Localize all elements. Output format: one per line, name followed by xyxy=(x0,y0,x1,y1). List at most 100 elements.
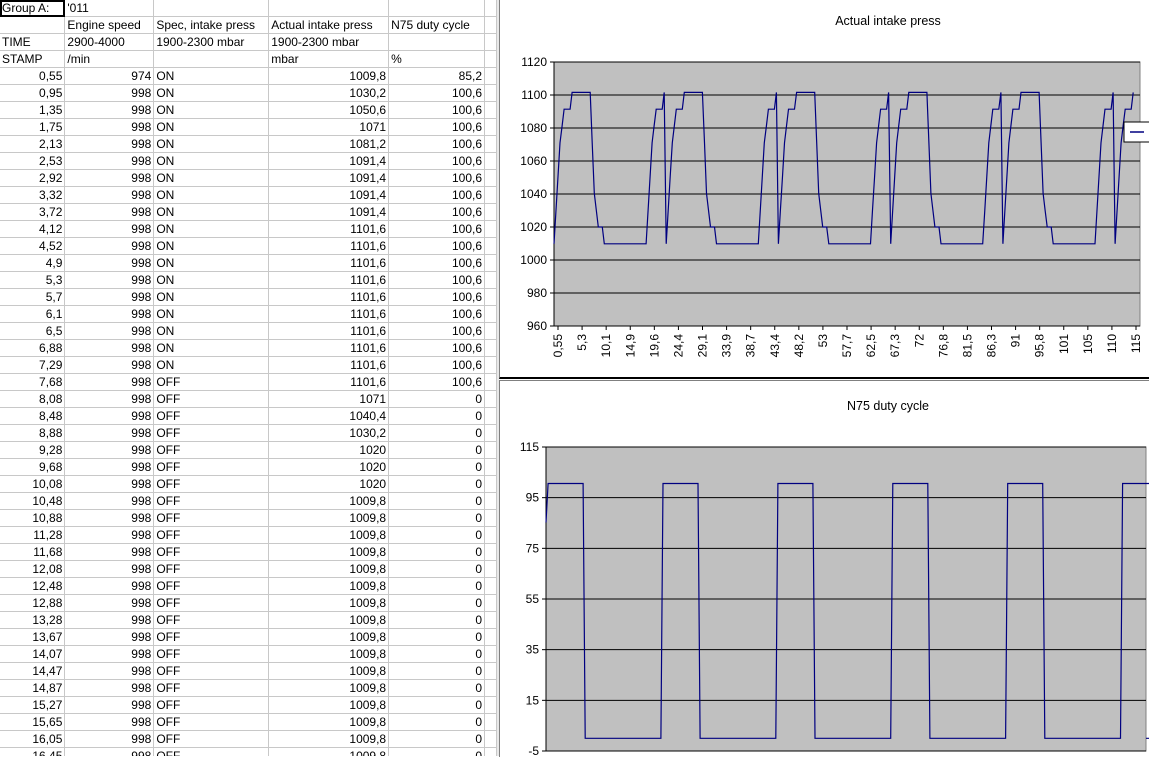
table-cell[interactable]: 13,28 xyxy=(0,611,66,629)
table-cell[interactable]: ON xyxy=(153,237,270,255)
table-cell[interactable]: 1040,4 xyxy=(268,407,390,425)
table-cell[interactable]: 100,6 xyxy=(388,135,486,153)
table-cell[interactable]: 1101,6 xyxy=(268,220,390,238)
table-cell[interactable]: 0 xyxy=(388,526,486,544)
table-cell[interactable]: OFF xyxy=(153,713,270,731)
table-cell[interactable]: 1009,8 xyxy=(268,492,390,510)
table-cell[interactable] xyxy=(484,67,497,85)
table-cell[interactable] xyxy=(484,509,497,527)
table-cell[interactable]: OFF xyxy=(153,509,270,527)
table-cell[interactable]: OFF xyxy=(153,373,270,391)
table-cell[interactable]: 1020 xyxy=(268,475,390,493)
table-cell[interactable]: 998 xyxy=(64,305,155,323)
table-cell[interactable]: OFF xyxy=(153,526,270,544)
table-cell[interactable]: ON xyxy=(153,67,270,85)
table-cell[interactable]: 6,5 xyxy=(0,322,66,340)
table-cell[interactable]: 4,52 xyxy=(0,237,66,255)
header-cell[interactable]: % xyxy=(388,50,486,68)
table-cell[interactable]: 100,6 xyxy=(388,101,486,119)
table-cell[interactable] xyxy=(484,84,497,102)
table-cell[interactable]: 0 xyxy=(388,713,486,731)
table-cell[interactable] xyxy=(484,152,497,170)
table-cell[interactable]: 998 xyxy=(64,645,155,663)
table-cell[interactable]: 998 xyxy=(64,747,155,756)
table-cell[interactable]: 998 xyxy=(64,322,155,340)
header-cell[interactable] xyxy=(484,33,497,51)
table-cell[interactable]: ON xyxy=(153,135,270,153)
table-cell[interactable]: ON xyxy=(153,220,270,238)
table-cell[interactable]: 998 xyxy=(64,373,155,391)
table-cell[interactable]: 8,48 xyxy=(0,407,66,425)
table-cell[interactable]: 100,6 xyxy=(388,118,486,136)
header-cell[interactable] xyxy=(484,16,497,34)
table-cell[interactable]: 6,88 xyxy=(0,339,66,357)
table-cell[interactable] xyxy=(484,407,497,425)
table-cell[interactable]: 3,32 xyxy=(0,186,66,204)
table-cell[interactable]: 0 xyxy=(388,645,486,663)
table-cell[interactable]: 12,08 xyxy=(0,560,66,578)
table-cell[interactable]: 0 xyxy=(388,611,486,629)
table-cell[interactable]: 998 xyxy=(64,475,155,493)
table-cell[interactable]: 1091,4 xyxy=(268,169,390,187)
table-cell[interactable] xyxy=(484,339,497,357)
table-cell[interactable]: 998 xyxy=(64,628,155,646)
table-cell[interactable]: 0 xyxy=(388,543,486,561)
table-cell[interactable]: ON xyxy=(153,322,270,340)
table-cell[interactable]: OFF xyxy=(153,475,270,493)
table-cell[interactable]: 14,47 xyxy=(0,662,66,680)
table-cell[interactable]: 1101,6 xyxy=(268,254,390,272)
spreadsheet[interactable]: Group A: '011 Engine speed Spec, intake pre… xyxy=(0,0,497,756)
table-cell[interactable] xyxy=(484,645,497,663)
table-cell[interactable]: 1009,8 xyxy=(268,594,390,612)
table-cell[interactable]: 0 xyxy=(388,730,486,748)
table-cell[interactable]: 1050,6 xyxy=(268,101,390,119)
table-cell[interactable]: 100,6 xyxy=(388,373,486,391)
table-cell[interactable]: 0,95 xyxy=(0,84,66,102)
header-cell[interactable] xyxy=(0,16,66,34)
table-cell[interactable] xyxy=(484,730,497,748)
header-cell[interactable]: 1900-2300 mbar xyxy=(268,33,390,51)
table-cell[interactable]: OFF xyxy=(153,560,270,578)
table-cell[interactable]: 0 xyxy=(388,390,486,408)
header-cell[interactable] xyxy=(388,0,486,17)
table-cell[interactable]: 1101,6 xyxy=(268,322,390,340)
table-cell[interactable] xyxy=(484,356,497,374)
table-cell[interactable]: 7,68 xyxy=(0,373,66,391)
table-cell[interactable]: 1101,6 xyxy=(268,288,390,306)
table-cell[interactable]: 100,6 xyxy=(388,152,486,170)
table-cell[interactable] xyxy=(484,424,497,442)
table-cell[interactable]: OFF xyxy=(153,679,270,697)
table-cell[interactable]: OFF xyxy=(153,730,270,748)
table-cell[interactable]: 0 xyxy=(388,679,486,697)
table-cell[interactable]: 1009,8 xyxy=(268,679,390,697)
table-cell[interactable]: 1009,8 xyxy=(268,645,390,663)
table-cell[interactable]: 998 xyxy=(64,679,155,697)
table-cell[interactable] xyxy=(484,560,497,578)
table-cell[interactable]: 1009,8 xyxy=(268,696,390,714)
table-cell[interactable] xyxy=(484,611,497,629)
table-cell[interactable] xyxy=(484,135,497,153)
table-cell[interactable]: 1009,8 xyxy=(268,543,390,561)
table-cell[interactable]: ON xyxy=(153,84,270,102)
table-cell[interactable]: 998 xyxy=(64,560,155,578)
table-cell[interactable]: ON xyxy=(153,152,270,170)
table-cell[interactable]: 100,6 xyxy=(388,169,486,187)
table-cell[interactable]: 1091,4 xyxy=(268,186,390,204)
table-cell[interactable] xyxy=(484,373,497,391)
table-cell[interactable]: 4,12 xyxy=(0,220,66,238)
table-cell[interactable]: 1030,2 xyxy=(268,84,390,102)
table-cell[interactable] xyxy=(484,543,497,561)
table-cell[interactable]: 998 xyxy=(64,356,155,374)
table-cell[interactable]: ON xyxy=(153,288,270,306)
table-cell[interactable]: ON xyxy=(153,271,270,289)
table-cell[interactable]: 100,6 xyxy=(388,288,486,306)
table-cell[interactable]: 998 xyxy=(64,135,155,153)
table-cell[interactable]: 1071 xyxy=(268,118,390,136)
header-cell[interactable]: N75 duty cycle xyxy=(388,16,486,34)
table-cell[interactable]: 16,05 xyxy=(0,730,66,748)
table-cell[interactable]: 0 xyxy=(388,475,486,493)
table-cell[interactable] xyxy=(484,628,497,646)
table-cell[interactable]: 7,29 xyxy=(0,356,66,374)
table-cell[interactable]: 998 xyxy=(64,713,155,731)
table-cell[interactable]: OFF xyxy=(153,441,270,459)
